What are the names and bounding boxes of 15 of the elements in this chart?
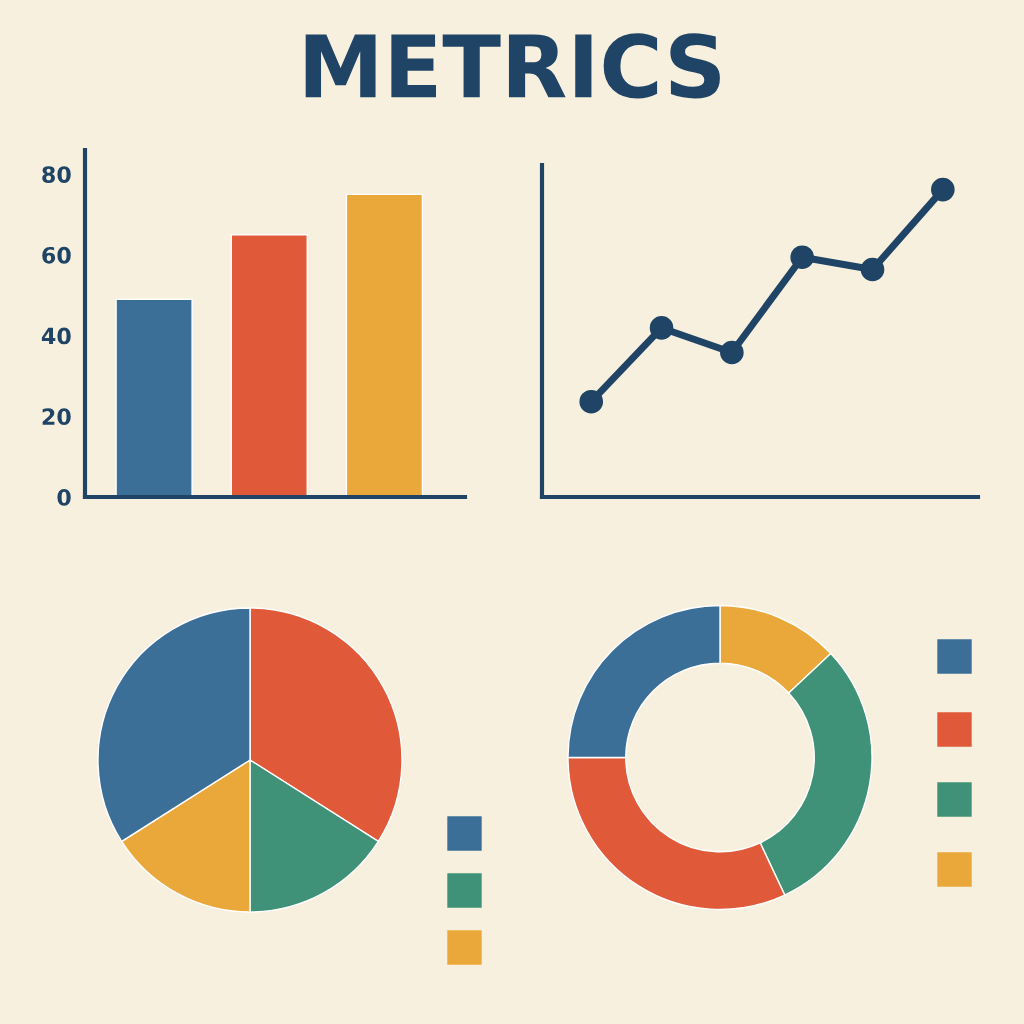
y-tick-label: 80 [42, 166, 71, 183]
y-tick-label: 20 [42, 408, 71, 426]
chart-title: METRICS [305, 33, 720, 99]
point [579, 389, 604, 414]
y-tick-label: 60 [42, 246, 71, 264]
point [720, 340, 744, 365]
y-tick-label: 0 [57, 488, 71, 506]
bar [345, 193, 424, 497]
point [860, 257, 885, 282]
point [790, 245, 814, 270]
bar [230, 234, 308, 497]
y-tick-label: 40 [41, 327, 71, 345]
point [931, 177, 955, 202]
bar [115, 298, 193, 497]
point [649, 316, 674, 340]
